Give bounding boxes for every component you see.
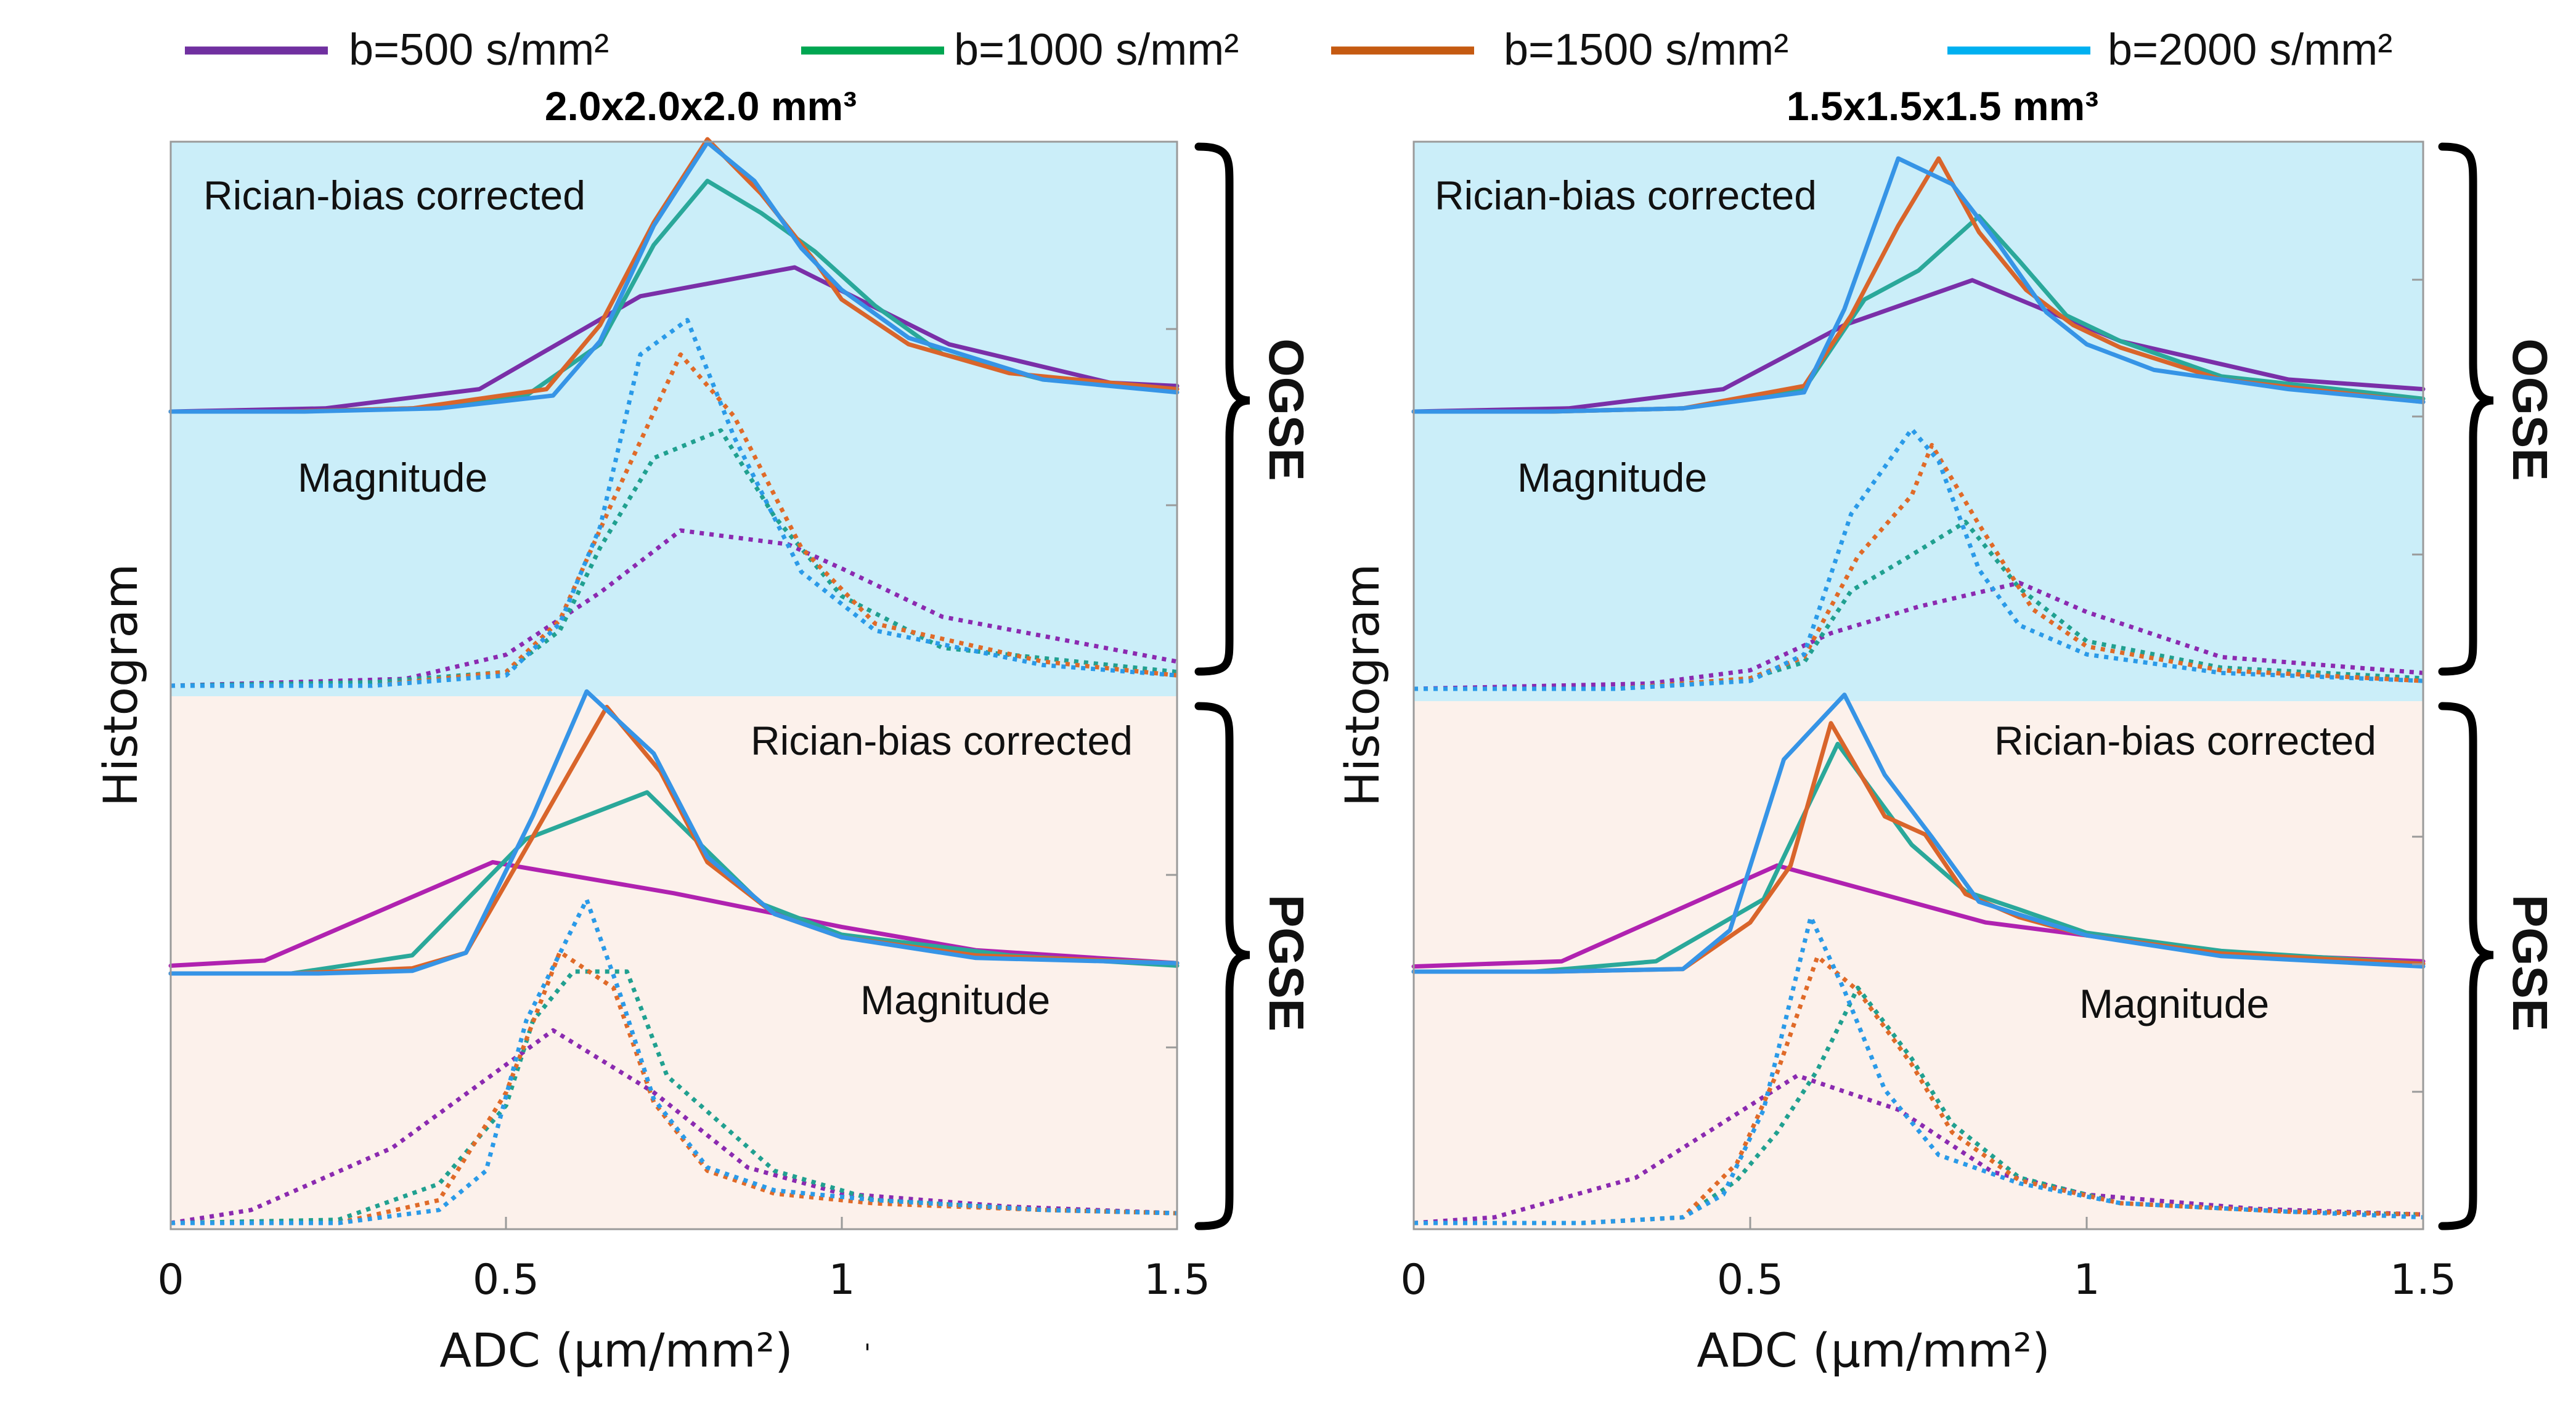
panel-right-xlabel: ADC (µm/mm²)	[1697, 1323, 2050, 1378]
legend-label-1: b=1000 s/mm²	[954, 25, 1239, 75]
panel-right-pgse-rician-label: Rician-bias corrected	[1994, 718, 2376, 763]
panel-right-xtick-label-3: 1.5	[2390, 1256, 2456, 1304]
panel-left-pgse-rician-label: Rician-bias corrected	[751, 718, 1133, 763]
legend-label-2: b=1500 s/mm²	[1504, 25, 1788, 75]
panel-right-ogse-rician-label: Rician-bias corrected	[1435, 173, 1817, 218]
panel-left-ogse-group-label: OGSE	[1259, 338, 1314, 481]
panel-left-xlabel: ADC (µm/mm²)	[439, 1323, 793, 1378]
legend: b=500 s/mm² b=1000 s/mm² b=1500 s/mm² b=…	[185, 25, 2392, 75]
panel-left-pgse-solid-line-3	[168, 689, 1180, 976]
panel-right-xtick-label-0: 0	[1400, 1256, 1427, 1304]
panel-left-xtick-label-0: 0	[157, 1256, 184, 1304]
panel-right-plot-lines	[1411, 156, 2426, 1225]
panel-right-pgse-group-label: PGSE	[2503, 895, 2558, 1031]
panel-right-pgse-magnitude-label: Magnitude	[2079, 981, 2269, 1026]
panel-left-pgse-dotted-line-1	[170, 969, 1178, 1225]
panel-right-ogse-brace	[2438, 142, 2494, 676]
panel-right-pgse-bg	[1414, 701, 2423, 1229]
panel-left: 2.0x2.0x2.0 mm³ Rician-bias corrected Ma…	[93, 83, 1314, 1378]
panel-left-xtick-label-2: 1	[828, 1256, 855, 1304]
panel-left-pgse-dotted-line-2	[171, 949, 1178, 1225]
panel-left-xtick-label-3: 1.5	[1144, 1256, 1210, 1304]
panel-left-stray-mark: '	[864, 1339, 871, 1368]
panel-left-pgse-dotted-line-3	[171, 897, 1178, 1225]
panel-left-plot-lines	[168, 137, 1180, 1225]
panel-left-title: 2.0x2.0x2.0 mm³	[545, 83, 857, 129]
panel-left-pgse-bg	[171, 696, 1177, 1229]
panel-right-ogse-bg	[1414, 142, 2423, 701]
panel-right-title: 1.5x1.5x1.5 mm³	[1787, 83, 2098, 129]
panel-left-yticks	[1166, 328, 1177, 1049]
panel-right-axes-box	[1412, 140, 2424, 1230]
panel-left-ogse-bg	[171, 142, 1177, 696]
panel-left-ogse-dotted-line-3	[171, 317, 1178, 688]
panel-left-ogse-dotted-line-2	[171, 352, 1178, 688]
panel-right-ogse-dotted-line-1	[1414, 519, 2424, 691]
panel-right-pgse-brace	[2438, 702, 2494, 1230]
panel-right-pgse-dotted-line-0	[1413, 1073, 2424, 1225]
panel-right-yticks	[2412, 278, 2423, 1093]
panel-right-pgse-solid-line-1	[1411, 741, 2426, 974]
panel-left-pgse-brace	[1194, 702, 1250, 1230]
panel-left-ogse-rician-label: Rician-bias corrected	[203, 173, 585, 218]
panel-right: 1.5x1.5x1.5 mm³ Rician-bias corrected Ma…	[1335, 83, 2558, 1378]
panel-left-ylabel: Histogram	[93, 564, 148, 807]
panel-right-ogse-magnitude-label: Magnitude	[1517, 455, 1707, 500]
panel-right-ogse-dotted-line-0	[1413, 580, 2424, 691]
panel-left-ogse-solid-line-0	[168, 265, 1180, 414]
panel-right-ylabel: Histogram	[1335, 564, 1390, 807]
panel-left-axes-box	[169, 140, 1178, 1230]
legend-label-0: b=500 s/mm²	[349, 25, 609, 75]
panel-left-pgse-solid-line-1	[168, 790, 1180, 976]
panel-right-pgse-solid-line-3	[1411, 693, 2426, 974]
panel-left-pgse-magnitude-label: Magnitude	[860, 977, 1050, 1023]
panel-left-xtick-label-1: 0.5	[473, 1256, 539, 1304]
panel-right-ogse-solid-line-0	[1411, 278, 2426, 414]
panel-left-ogse-magnitude-label: Magnitude	[298, 455, 487, 500]
panel-left-pgse-dotted-line-0	[170, 1028, 1178, 1225]
panel-right-ogse-solid-line-3	[1411, 156, 2426, 414]
panel-left-ogse-brace	[1194, 142, 1250, 676]
legend-label-3: b=2000 s/mm²	[2108, 25, 2392, 75]
panel-right-pgse-dotted-line-3	[1414, 914, 2424, 1225]
panel-left-pgse-group-label: PGSE	[1259, 895, 1314, 1031]
panel-right-ogse-group-label: OGSE	[2503, 338, 2558, 481]
panel-right-xtick-label-2: 1	[2073, 1256, 2100, 1304]
panel-right-xtick-label-1: 0.5	[1717, 1256, 1783, 1304]
panel-left-ogse-dotted-line-0	[170, 528, 1178, 688]
